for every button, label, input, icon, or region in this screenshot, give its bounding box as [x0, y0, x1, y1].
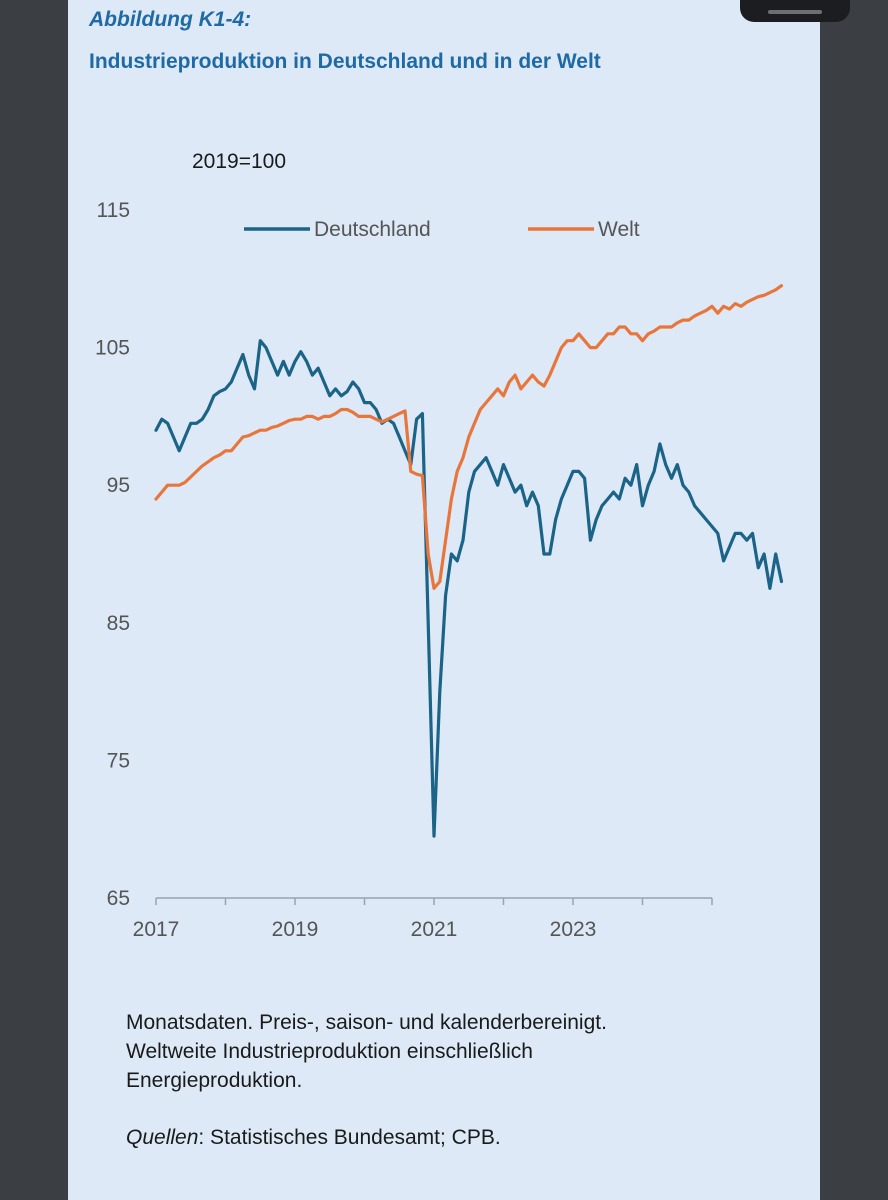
source-text: : Statistisches Bundesamt; CPB. — [198, 1126, 501, 1149]
legend-label-welt: Welt — [598, 218, 640, 241]
series-line-welt — [154, 284, 784, 591]
x-tick-label: 2021 — [411, 918, 458, 941]
line-chart: 65 75 85 95 105 115 2017 2019 2021 2023 Deutschlan… — [95, 199, 784, 941]
grab-bar — [768, 10, 822, 14]
x-tick-label: 2019 — [272, 918, 319, 941]
y-tick-label: 105 — [95, 337, 130, 360]
y-tick-label: 115 — [97, 199, 130, 222]
series-line-deutschland — [154, 339, 784, 838]
x-tick-label: 2023 — [550, 918, 597, 941]
y-tick-label: 75 — [107, 749, 130, 772]
figure-label: Abbildung K1-4: — [89, 8, 252, 31]
chart-title: Industrieproduktion in Deutschland und i… — [89, 50, 601, 73]
chart-notes: Monatsdaten. Preis-, saison- und kalende… — [126, 1008, 806, 1095]
y-tick-label: 85 — [107, 612, 130, 635]
source-line: Quellen: Statistisches Bundesamt; CPB. — [126, 1126, 501, 1150]
source-prefix: Quellen — [126, 1126, 199, 1149]
base-year-note: 2019=100 — [192, 150, 287, 173]
y-tick-label: 65 — [107, 887, 130, 910]
note-line-2: Weltweite Industrieproduktion einschließ… — [126, 1040, 533, 1063]
x-tick-label: 2017 — [133, 918, 180, 941]
y-tick-label: 95 — [107, 474, 130, 497]
top-grab-handle[interactable] — [740, 0, 850, 22]
note-line-3: Energieproduktion. — [126, 1069, 303, 1092]
legend-label-deutschland: Deutschland — [314, 218, 431, 241]
note-line-1: Monatsdaten. Preis-, saison- und kalende… — [126, 1011, 607, 1034]
